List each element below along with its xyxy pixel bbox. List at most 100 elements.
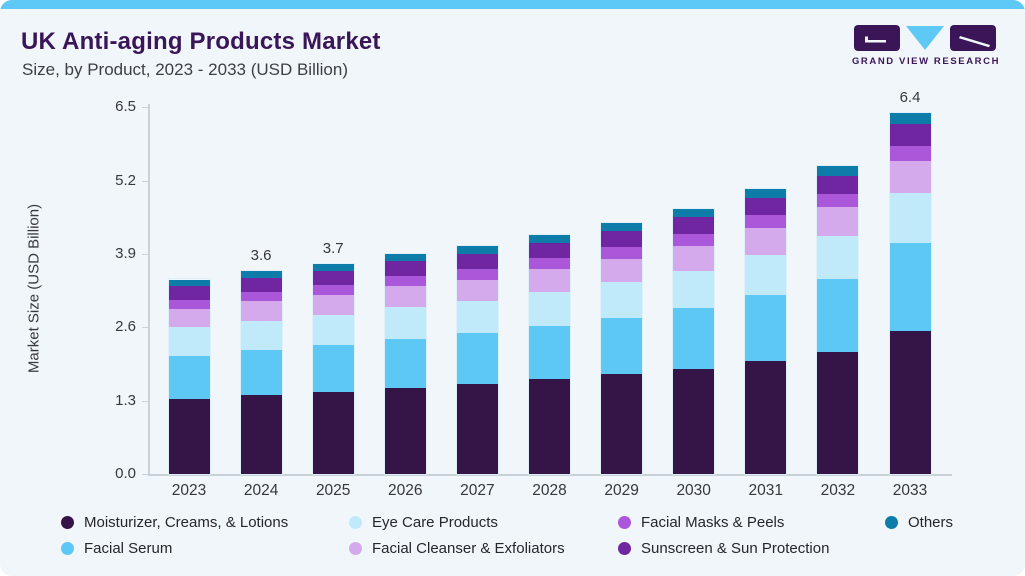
legend-item-others: Others <box>885 513 953 531</box>
x-tick-label-2026: 2026 <box>388 482 423 499</box>
gvr-logo-text: GRAND VIEW RESEARCH <box>851 56 1001 67</box>
bar-segment-2027-facial-cleanser-exfoliators <box>456 279 498 301</box>
bar-segment-2023-others <box>168 279 210 287</box>
bar-value-label-2033: 6.4 <box>899 89 921 106</box>
bar-segment-2028-others <box>529 234 570 243</box>
bar-segment-2023-facial-serum <box>168 355 210 399</box>
y-tick-label-6.5: 6.5 <box>115 98 136 116</box>
y-tick-label-5.2: 5.2 <box>115 171 136 189</box>
y-tick-label-0.0: 0.0 <box>115 465 136 482</box>
chart-subtitle: Size, by Product, 2023 - 2033 (USD Billi… <box>22 60 348 79</box>
bar-segment-2032-eye-care-products <box>817 235 859 279</box>
bar-segment-2029-facial-masks-peels <box>601 246 643 259</box>
legend-dot-sunscreen-sun-protection <box>618 541 631 555</box>
bar-segment-2028-facial-masks-peels <box>529 257 570 270</box>
y-tick-label-3.9: 3.9 <box>115 245 136 263</box>
bar-segment-2025-facial-cleanser-exfoliators <box>312 295 354 315</box>
legend-label-facial-serum: Facial Serum <box>84 539 173 557</box>
bar-segment-2033-facial-cleanser-exfoliators <box>889 160 931 194</box>
bar-segment-2024-facial-masks-peels <box>240 291 282 302</box>
bar-segment-2026-others <box>384 254 426 262</box>
bar-segment-2032-facial-serum <box>817 278 859 353</box>
bar-segment-2031-facial-serum <box>745 294 787 362</box>
x-tick-label-2025: 2025 <box>315 482 351 499</box>
y-axis-title: Market Size (USD Billion) <box>25 203 43 374</box>
bar-segment-2030-facial-serum <box>673 308 715 370</box>
bar-segment-2030-facial-cleanser-exfoliators <box>673 246 715 272</box>
legend-dot-facial-cleanser-exfoliators <box>349 541 362 555</box>
bar-2023 <box>168 279 210 474</box>
y-axis-line <box>148 104 150 474</box>
bar-segment-2025-moisturizer-creams-lotions <box>312 392 354 474</box>
bar-segment-2033-others <box>889 113 931 125</box>
bar-segment-2024-eye-care-products <box>240 320 282 350</box>
bar-segment-2030-facial-masks-peels <box>673 233 715 247</box>
bar-2026 <box>384 254 426 474</box>
x-tick-label-2027: 2027 <box>460 482 495 499</box>
bar-2027 <box>456 245 498 474</box>
bar-segment-2029-facial-serum <box>601 317 643 375</box>
bar-segment-2026-facial-cleanser-exfoliators <box>384 286 426 308</box>
bar-segment-2032-others <box>817 166 859 176</box>
legend-dot-eye-care-products <box>349 515 362 529</box>
bar-2028 <box>529 234 570 474</box>
x-tick-label-2024: 2024 <box>243 482 279 499</box>
bar-segment-2027-facial-serum <box>456 333 498 384</box>
y-tick-mark <box>142 107 149 109</box>
bar-segment-2033-facial-masks-peels <box>889 146 931 161</box>
bar-segment-2033-sunscreen-sun-protection <box>889 124 931 147</box>
bar-2032 <box>817 166 859 474</box>
bar-2024 <box>240 271 282 474</box>
bar-segment-2026-moisturizer-creams-lotions <box>384 388 426 474</box>
bar-segment-2027-facial-masks-peels <box>456 268 498 280</box>
bar-segment-2030-sunscreen-sun-protection <box>673 217 715 234</box>
bar-2029 <box>601 222 643 474</box>
bar-segment-2033-facial-serum <box>889 242 931 332</box>
y-tick-mark <box>142 180 149 182</box>
bar-2025 <box>312 264 354 474</box>
bar-segment-2029-facial-cleanser-exfoliators <box>601 258 643 283</box>
top-accent-strip <box>0 0 1025 9</box>
legend-item-facial-serum: Facial Serum <box>61 539 172 557</box>
gvr-logo-icon <box>854 25 996 51</box>
chart-title: UK Anti-aging Products Market <box>21 28 381 55</box>
y-tick-mark <box>142 254 149 256</box>
bar-segment-2023-moisturizer-creams-lotions <box>168 398 210 474</box>
bar-value-label-2024: 3.6 <box>250 247 272 264</box>
y-tick-label-2.6: 2.6 <box>115 318 136 336</box>
bar-segment-2032-moisturizer-creams-lotions <box>817 352 859 474</box>
x-tick-label-2031: 2031 <box>748 482 784 499</box>
x-tick-label-2032: 2032 <box>820 482 856 499</box>
bar-segment-2024-moisturizer-creams-lotions <box>240 395 282 474</box>
bar-segment-2028-eye-care-products <box>529 291 570 326</box>
bar-segment-2024-others <box>240 271 282 278</box>
legend-dot-others <box>885 515 898 529</box>
bar-segment-2026-facial-serum <box>384 338 426 389</box>
legend-item-facial-masks-peels: Facial Masks & Peels <box>618 513 784 531</box>
bar-segment-2033-eye-care-products <box>889 193 931 243</box>
bar-value-label-2025: 3.7 <box>322 240 344 258</box>
bar-segment-2031-others <box>745 189 787 199</box>
legend-label-eye-care-products: Eye Care Products <box>372 513 498 531</box>
bar-segment-2031-facial-cleanser-exfoliators <box>745 228 787 255</box>
y-tick-mark <box>142 400 149 402</box>
legend-dot-moisturizer-creams-lotions <box>61 515 74 529</box>
gvr-logo: GRAND VIEW RESEARCH <box>851 24 1001 67</box>
bar-segment-2025-others <box>312 264 354 271</box>
bar-segment-2026-eye-care-products <box>384 307 426 339</box>
bar-segment-2025-eye-care-products <box>312 314 354 346</box>
bar-segment-2031-facial-masks-peels <box>745 215 787 229</box>
bar-segment-2023-sunscreen-sun-protection <box>168 286 210 300</box>
bar-segment-2031-moisturizer-creams-lotions <box>745 361 787 474</box>
bar-segment-2033-moisturizer-creams-lotions <box>889 331 931 474</box>
legend-label-facial-cleanser-exfoliators: Facial Cleanser & Exfoliators <box>372 539 565 557</box>
bar-segment-2032-sunscreen-sun-protection <box>817 175 859 194</box>
x-tick-label-2033: 2033 <box>892 482 928 499</box>
bar-segment-2028-sunscreen-sun-protection <box>529 242 570 258</box>
legend-label-facial-masks-peels: Facial Masks & Peels <box>641 513 785 531</box>
bar-segment-2029-eye-care-products <box>601 282 643 318</box>
bar-2030 <box>673 208 715 474</box>
bar-segment-2030-moisturizer-creams-lotions <box>673 369 715 474</box>
bar-segment-2028-facial-cleanser-exfoliators <box>529 269 570 292</box>
